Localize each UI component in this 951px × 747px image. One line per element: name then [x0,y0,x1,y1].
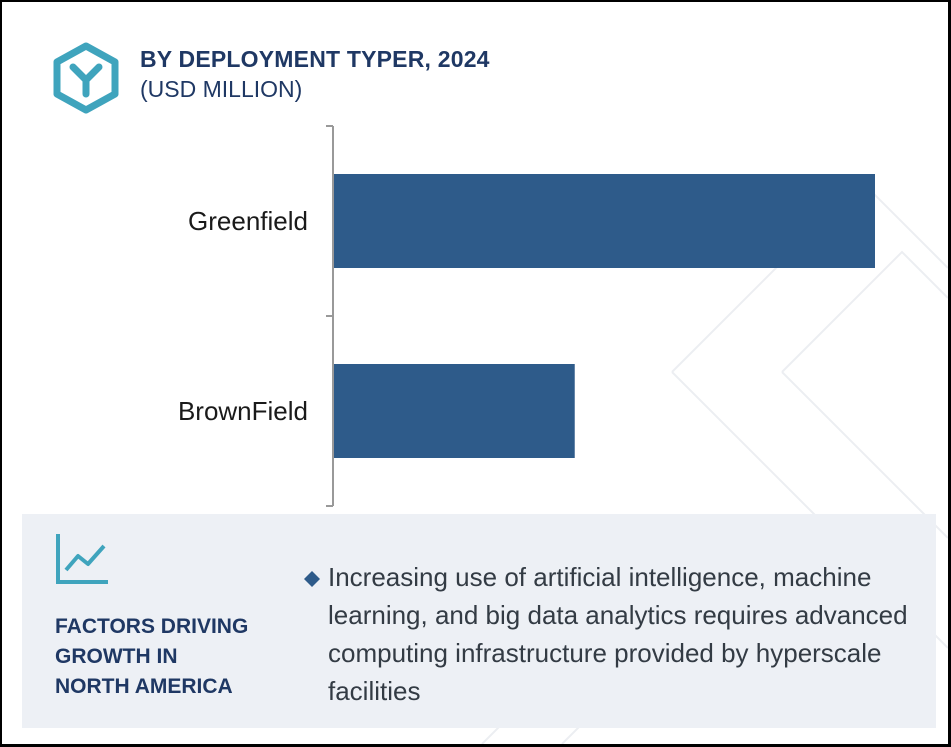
factor-text: Increasing use of artificial intelligenc… [328,562,908,706]
diamond-bullet-icon [304,571,320,587]
category-label-greenfield: Greenfield [188,206,308,236]
factors-panel: FACTORS DRIVING GROWTH IN NORTH AMERICA … [22,514,936,728]
chart-title: BY DEPLOYMENT TYPER, 2024 [140,46,490,72]
hexagon-y-logo-icon [53,42,119,114]
chart-subtitle: (USD MILLION) [140,76,303,102]
factors-heading-line-3: NORTH AMERICA [55,675,233,698]
factors-heading-line-1: FACTORS DRIVING [55,615,249,638]
bar-greenfield [334,174,875,268]
line-chart-icon [56,534,108,584]
factors-heading: FACTORS DRIVING GROWTH IN NORTH AMERICA [55,612,285,702]
category-label-brownfield: BrownField [178,396,308,426]
bar-brownfield [334,364,575,458]
factors-heading-line-2: GROWTH IN [55,645,178,668]
